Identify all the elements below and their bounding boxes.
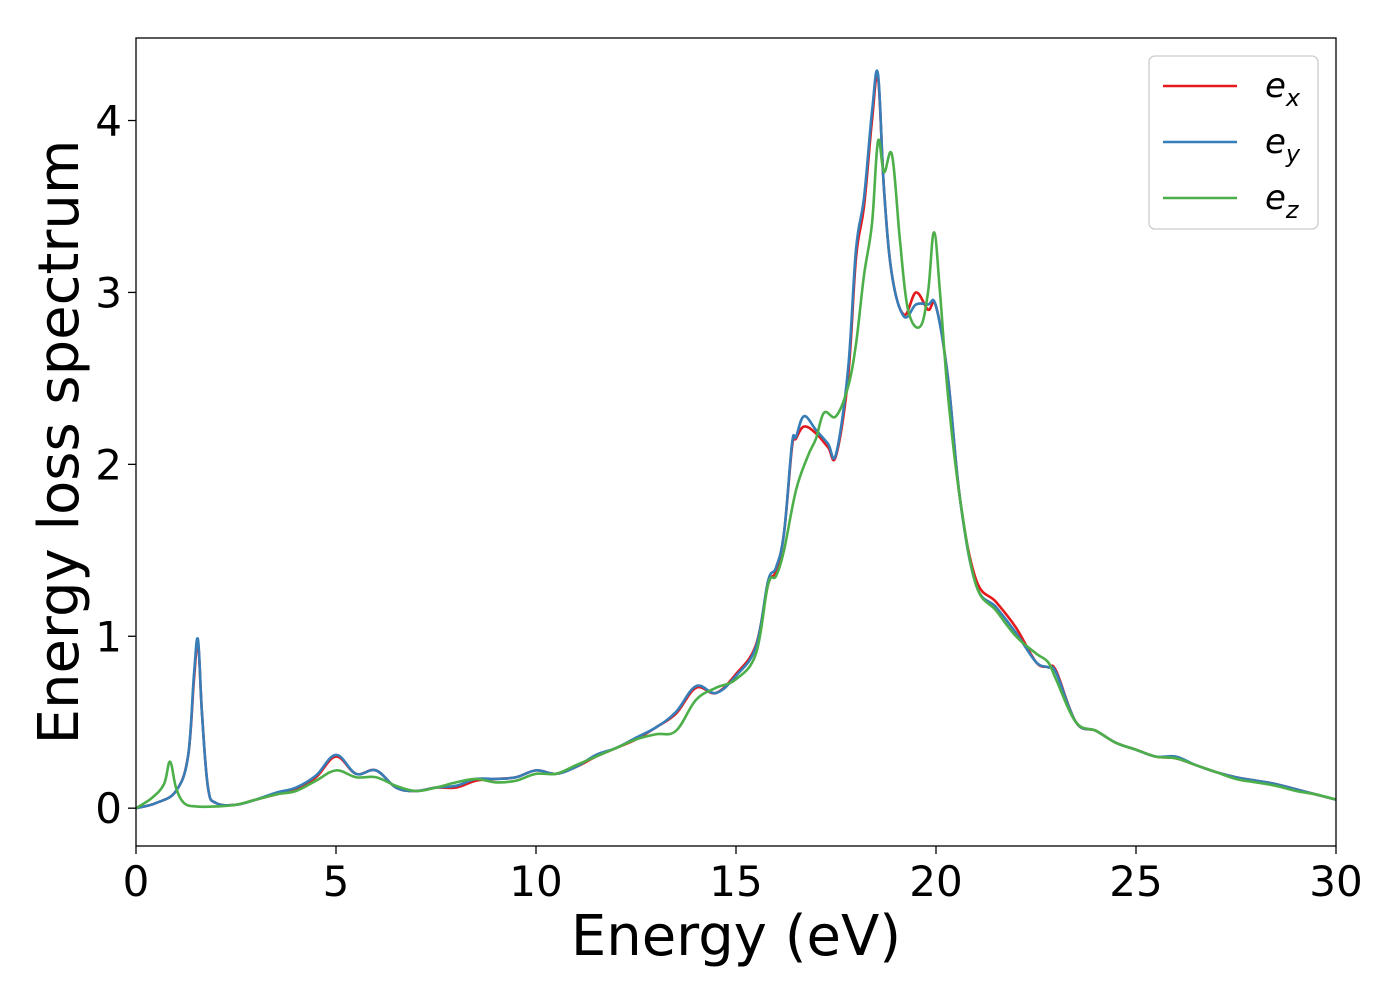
- x-tick-label: 30: [1309, 857, 1362, 906]
- series-line-z: [136, 138, 1336, 810]
- legend: ex ey ez: [1148, 55, 1319, 230]
- x-tick-label: 20: [909, 857, 962, 906]
- legend-label-z: ez: [1265, 178, 1300, 224]
- x-tick-label: 15: [709, 857, 762, 906]
- x-tick-label: 5: [323, 857, 350, 906]
- y-tick-label: 3: [95, 268, 122, 317]
- x-tick-label: 0: [123, 857, 150, 906]
- y-tick-label: 0: [95, 784, 122, 833]
- y-tick-label: 2: [95, 440, 122, 489]
- y-axis-ticks: 0 1 2 3 4: [95, 97, 136, 833]
- legend-label-x: ex: [1265, 66, 1301, 112]
- y-tick-label: 4: [95, 97, 122, 146]
- series-layer: [136, 69, 1336, 810]
- y-axis-label: Energy loss spectrum: [27, 140, 92, 745]
- x-tick-label: 10: [509, 857, 562, 906]
- x-axis-ticks: 0 5 10 15 20 25 30: [123, 846, 1363, 906]
- x-tick-label: 25: [1109, 857, 1162, 906]
- legend-items: ex ey ez: [1163, 66, 1301, 224]
- legend-label-y: ey: [1265, 122, 1301, 168]
- x-axis-label: Energy (eV): [571, 904, 901, 969]
- y-tick-label: 1: [95, 612, 122, 661]
